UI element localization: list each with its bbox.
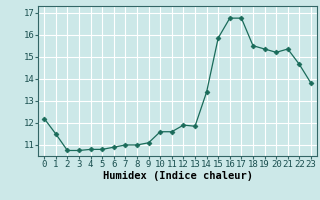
X-axis label: Humidex (Indice chaleur): Humidex (Indice chaleur) bbox=[103, 171, 252, 181]
